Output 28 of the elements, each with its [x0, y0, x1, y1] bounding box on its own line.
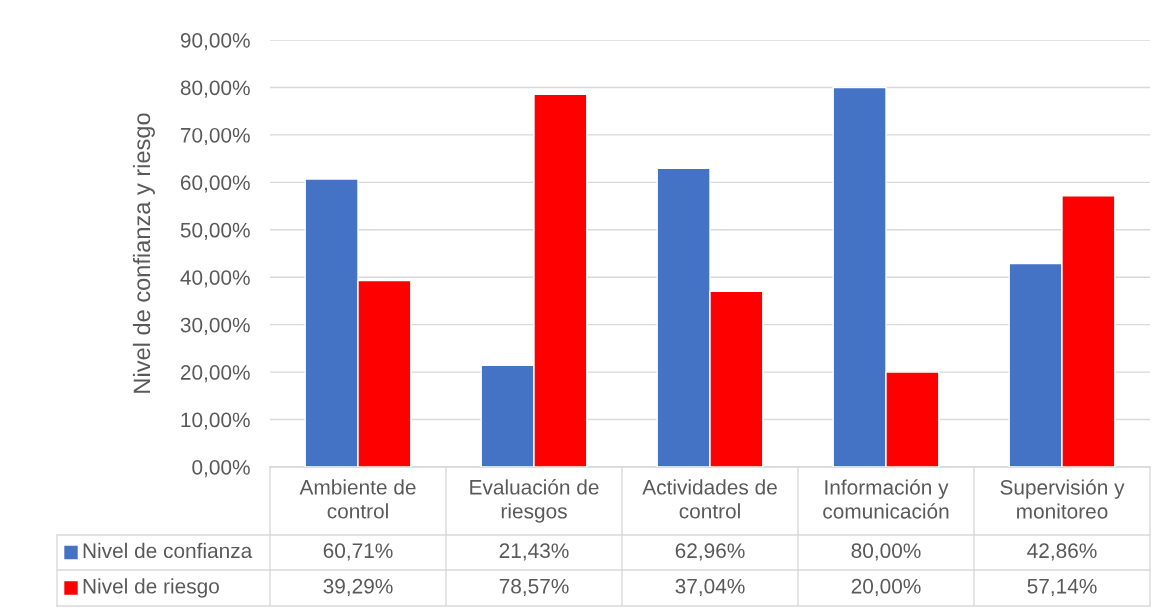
- data-label: 60,71%: [323, 543, 393, 561]
- y-axis-title: Nivel de confianza y riesgo: [132, 113, 155, 393]
- y-tick-label: 60,00%: [180, 175, 250, 193]
- data-label: 20,00%: [851, 578, 921, 597]
- x-tick-label: Evaluación de riesgos: [470, 479, 599, 523]
- data-label: 39,29%: [323, 578, 393, 597]
- y-tick-label: 50,00%: [180, 222, 250, 240]
- y-tick-label: 0,00%: [192, 460, 250, 478]
- y-tick-label: 80,00%: [180, 80, 250, 98]
- y-tick-label: 20,00%: [180, 365, 250, 383]
- y-tick-label: 30,00%: [180, 317, 250, 335]
- data-label: 57,14%: [1027, 578, 1097, 597]
- data-label: 80,00%: [851, 543, 921, 561]
- x-tick-label: Actividades de control: [642, 479, 777, 519]
- y-tick-label: 10,00%: [181, 412, 250, 430]
- y-tick-label: 70,00%: [180, 127, 250, 146]
- data-label: 42,86%: [1027, 543, 1097, 561]
- x-tick-label: Ambiente de control: [299, 479, 416, 519]
- y-tick-label: 90,00%: [180, 33, 250, 51]
- y-tick-label: 40,00%: [180, 270, 250, 288]
- data-label: 21,43%: [499, 543, 569, 561]
- x-tick-label: Información y comunicación: [823, 479, 949, 519]
- legend-label: Nivel de riesgo: [83, 578, 219, 598]
- x-tick-label: Supervisión y monitoreo: [1000, 479, 1125, 519]
- legend-label: Nivel de confianza: [83, 542, 253, 559]
- data-label: 37,04%: [675, 578, 745, 597]
- data-label: 62,96%: [675, 543, 745, 561]
- data-label: 78,57%: [499, 578, 569, 597]
